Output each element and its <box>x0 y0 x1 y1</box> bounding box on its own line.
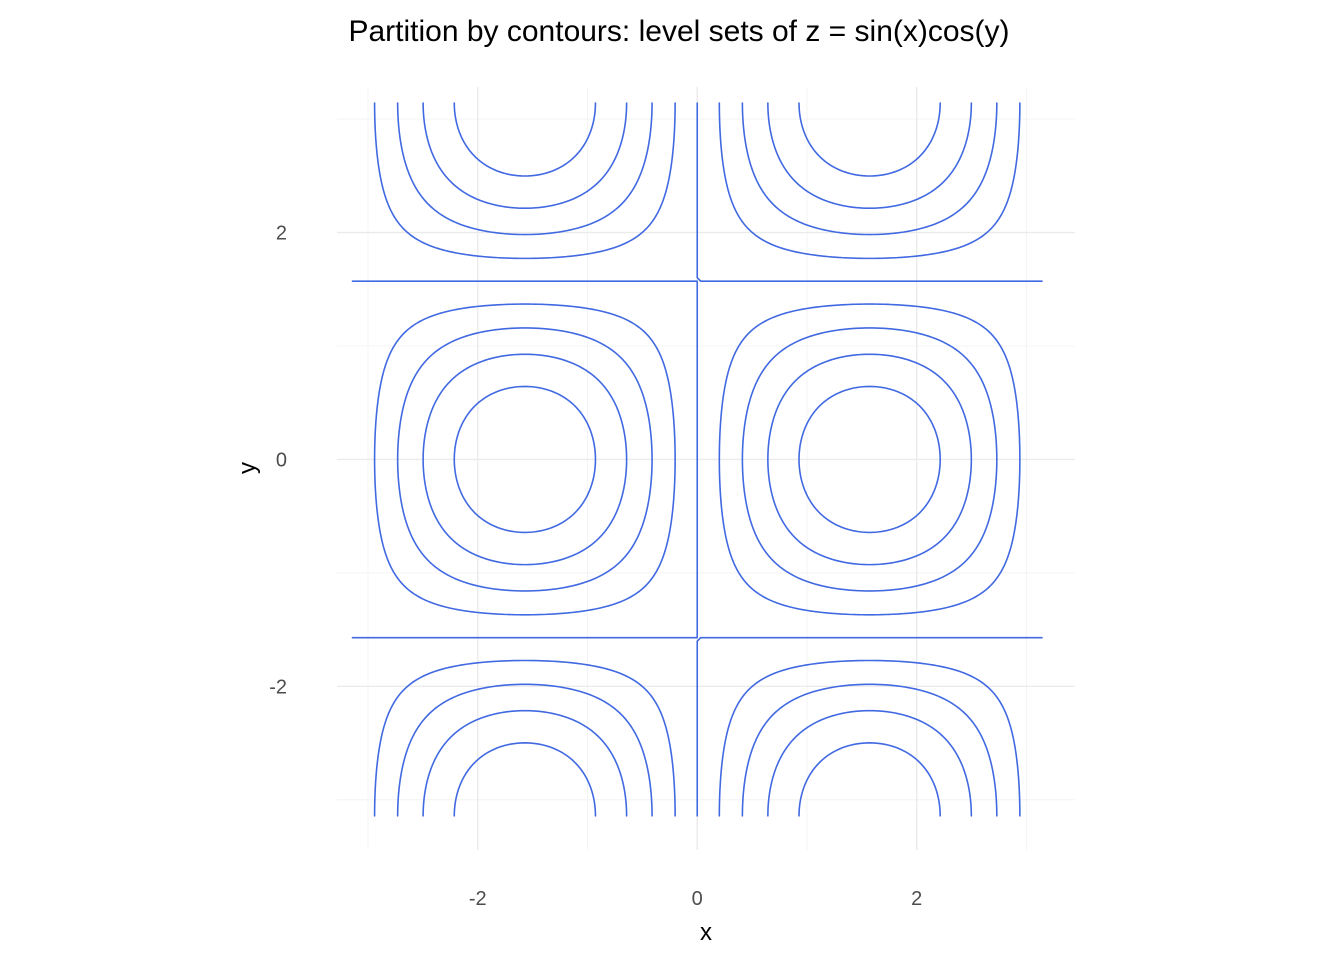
x-tick-label: -2 <box>469 888 487 910</box>
contour-level-neg0_6 <box>422 102 973 817</box>
major-gridlines <box>337 87 1075 850</box>
contour-lines <box>351 102 1043 817</box>
contour-level-0_8 <box>453 102 941 817</box>
minor-gridlines <box>337 87 1075 850</box>
x-axis-label: x <box>700 919 712 946</box>
contour-level-neg0_8 <box>453 102 941 817</box>
y-tick-label: 0 <box>276 449 287 471</box>
y-tick-label: -2 <box>269 676 287 698</box>
contour-level-neg0_2 <box>373 102 1021 817</box>
x-axis-ticks: -2 0 2 <box>469 888 922 910</box>
y-tick-label: 2 <box>276 223 287 245</box>
y-axis-label: y <box>234 462 261 474</box>
chart-title: Partition by contours: level sets of z =… <box>348 15 1009 48</box>
contour-level-0 <box>351 102 1043 817</box>
y-axis-ticks: -2 0 2 <box>269 223 287 699</box>
contour-level-0_6 <box>422 102 973 817</box>
contour-level-0_4 <box>396 102 998 817</box>
contour-level-neg0_4 <box>396 102 998 817</box>
x-tick-label: 2 <box>911 888 922 910</box>
x-tick-label: 0 <box>692 888 703 910</box>
contour-level-0_2 <box>373 102 1021 817</box>
